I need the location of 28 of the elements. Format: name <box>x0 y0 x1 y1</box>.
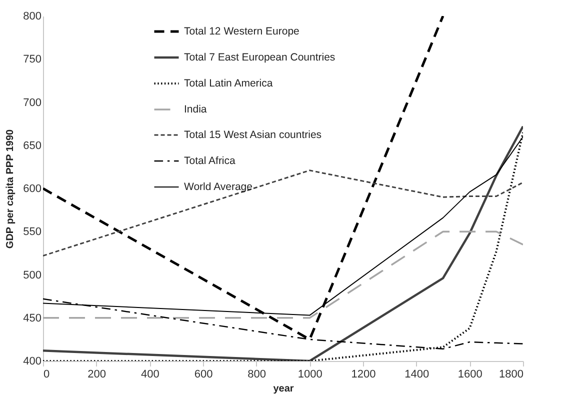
y-tick-label: 800 <box>23 10 42 22</box>
y-tick-label: 400 <box>23 356 42 368</box>
y-axis-title: GDP per capita PPP 1990 <box>5 128 16 249</box>
x-tick-label: 1800 <box>499 368 524 380</box>
legend-label: India <box>184 104 207 116</box>
y-tick-label: 650 <box>23 140 42 152</box>
x-axis-title: year <box>273 384 294 394</box>
y-tick-label: 450 <box>23 312 42 324</box>
y-tick-label: 550 <box>23 226 42 238</box>
legend-label: Total Latin America <box>184 78 273 90</box>
x-tick-label: 600 <box>194 368 213 380</box>
x-tick-label: 1600 <box>458 368 482 380</box>
x-tick-label: 800 <box>248 368 266 380</box>
x-tick-label: 1400 <box>404 368 430 380</box>
x-tick-label: 400 <box>140 368 160 380</box>
x-tick-label: 200 <box>88 368 106 380</box>
legend-label: Total Africa <box>184 155 236 167</box>
y-tick-label: 500 <box>23 269 42 282</box>
y-tick-label: 700 <box>23 96 42 109</box>
legend-label: World Average <box>184 181 253 193</box>
legend-label: Total 7 East European Countries <box>184 52 336 64</box>
x-tick-label: 1200 <box>351 368 376 380</box>
y-tick-label: 600 <box>23 183 42 195</box>
y-tick-label: 750 <box>23 54 42 66</box>
legend-label: Total 12 Western Europe <box>184 26 300 38</box>
legend-label: Total 15 West Asian countries <box>184 129 322 141</box>
x-tick-label: 0 <box>44 368 50 380</box>
x-tick-label: 1000 <box>298 368 322 380</box>
